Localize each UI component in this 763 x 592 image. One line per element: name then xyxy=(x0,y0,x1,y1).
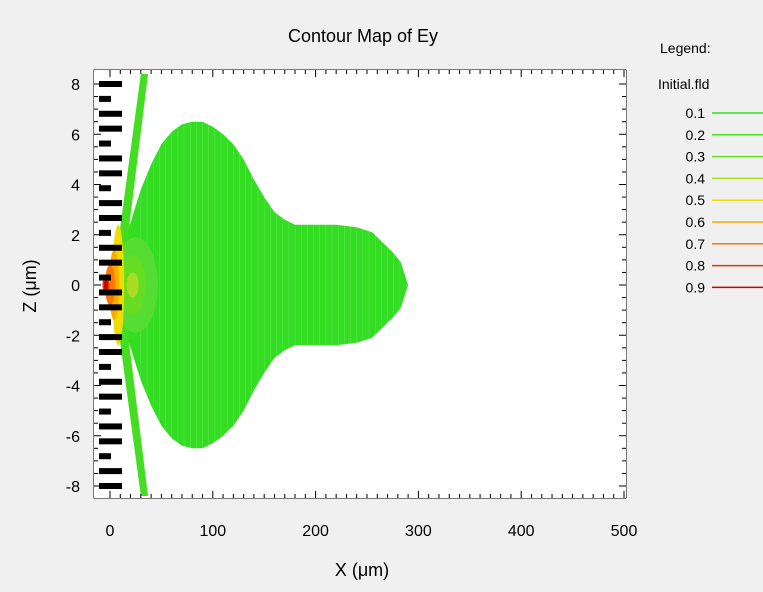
x-tick-label: 200 xyxy=(302,523,329,540)
grating-bar xyxy=(99,438,122,445)
grating-bar xyxy=(99,408,111,415)
legend-header: Legend: xyxy=(660,40,711,56)
legend-level-label: 0.9 xyxy=(686,279,706,295)
legend-level-label: 0.7 xyxy=(686,236,706,252)
y-tick-label: -2 xyxy=(66,328,80,345)
grating-bar xyxy=(99,81,122,87)
y-tick-label: 8 xyxy=(71,77,80,94)
grating-bar xyxy=(99,259,122,266)
lower-diffraction-beam xyxy=(115,305,149,497)
y-tick-label: -8 xyxy=(66,479,80,496)
grating-bar xyxy=(99,334,122,341)
legend-level-label: 0.6 xyxy=(686,214,706,230)
contour-level-0.4 xyxy=(126,272,139,298)
legend-level-label: 0.3 xyxy=(686,149,706,165)
legend-level-label: 0.5 xyxy=(686,192,706,208)
envelope-mask xyxy=(94,70,626,498)
x-tick-label: 100 xyxy=(199,523,226,540)
y-tick-label: 2 xyxy=(71,228,80,245)
legend: 0.1 0.2 0.3 0.4 0.5 0.6 0.7 0.8 0.9 xyxy=(686,105,763,295)
y-tick-label: -6 xyxy=(66,429,80,446)
grating-bar xyxy=(99,468,122,475)
grating-bar xyxy=(99,229,111,236)
x-tick-label: 300 xyxy=(405,523,432,540)
grating-bar xyxy=(99,185,111,192)
grating-bar xyxy=(99,349,122,355)
legend-level-label: 0.4 xyxy=(686,170,706,186)
grating-bar xyxy=(99,244,122,251)
y-tick-label: 0 xyxy=(71,278,80,295)
grating-bar xyxy=(99,304,122,311)
grating-bar xyxy=(99,140,111,147)
grating-bar xyxy=(99,155,122,162)
y-tick-label: 6 xyxy=(71,127,80,144)
x-tick-label: 400 xyxy=(508,523,535,540)
field-contours xyxy=(94,70,626,498)
y-tick-label: 4 xyxy=(71,178,80,195)
grating-bar xyxy=(99,200,122,207)
legend-level-label: 0.8 xyxy=(686,258,706,274)
grating-bar xyxy=(99,363,111,370)
grating-bar xyxy=(99,378,122,385)
x-tick-label: 0 xyxy=(106,523,115,540)
grating-bar xyxy=(99,274,111,281)
grating-bar xyxy=(99,319,111,326)
upper-diffraction-beam xyxy=(115,73,149,265)
grating-bar xyxy=(99,289,122,296)
x-axis-label: X (μm) xyxy=(335,560,389,580)
contour-level-0.9 xyxy=(103,280,108,290)
grating-bar xyxy=(99,423,122,430)
grating-bar xyxy=(99,453,111,460)
y-axis-label: Z (μm) xyxy=(20,259,40,312)
legend-level-label: 0.2 xyxy=(686,127,706,143)
legend-file-name: Initial.fld xyxy=(658,76,709,92)
legend-level-label: 0.1 xyxy=(686,105,706,121)
y-tick-label: -4 xyxy=(66,379,80,396)
x-tick-label: 500 xyxy=(611,523,638,540)
grating-bar xyxy=(99,110,122,117)
axis-ticks: 0 100 200 300 400 500 8 6 4 2 0 -2 -4 -6 -8 xyxy=(66,70,638,540)
grating-bar xyxy=(99,393,122,400)
grating-bar xyxy=(99,125,122,132)
grating-bar xyxy=(99,95,111,102)
chart-title: Contour Map of Ey xyxy=(288,26,438,46)
grating-bar xyxy=(99,215,122,221)
grating-bar xyxy=(99,170,122,177)
grating-bar xyxy=(99,483,122,489)
